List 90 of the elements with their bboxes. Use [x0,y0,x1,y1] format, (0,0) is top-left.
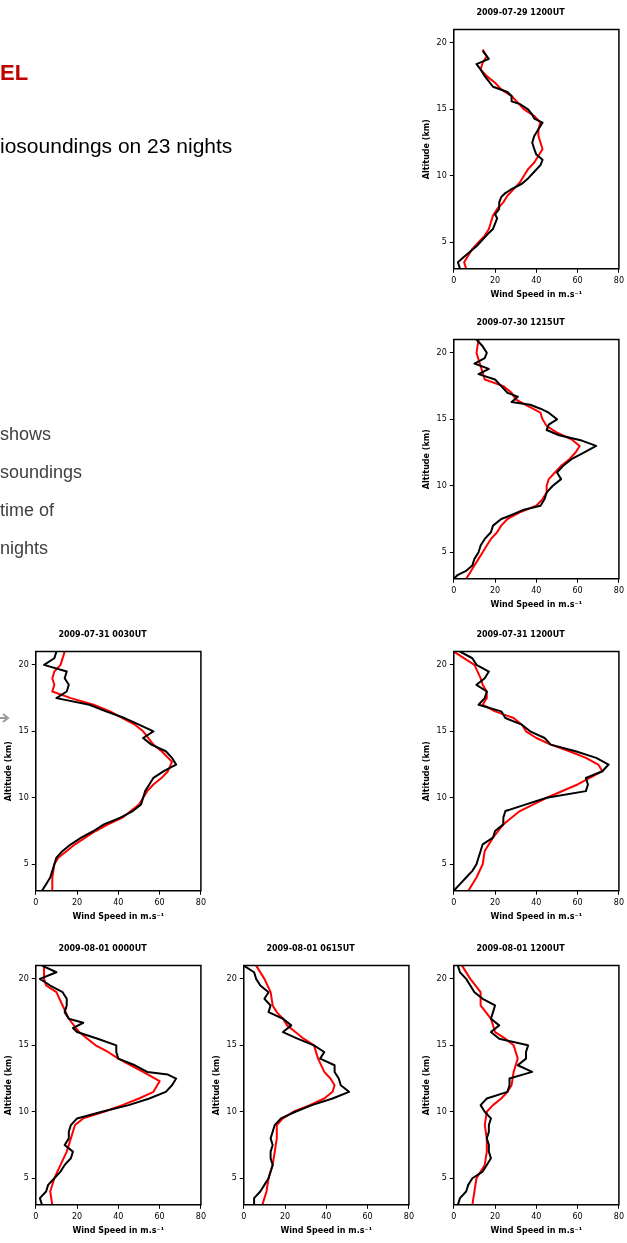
x-tick-label: 20 [279,1211,291,1221]
x-tick-label: 20 [489,585,501,595]
y-tick-label: 5 [23,1173,29,1183]
x-axis-title: Wind Speed in m.s⁻¹ [72,1226,165,1236]
y-axis-title: Altitude (km) [3,1055,13,1116]
text: shows [0,424,52,445]
y-tick-label: 10 [226,1106,237,1116]
y-tick-label: 15 [226,1040,237,1050]
y-tick-label: 20 [18,973,29,983]
text: iosoundings on 23 nights [0,134,233,158]
y-axis-title: Altitude (km) [211,1055,221,1116]
chart-title: 2009-07-31 0030UT [58,629,148,639]
x-tick-label: 60 [572,897,583,907]
text: nights [0,538,49,559]
chart-title: 2009-08-01 0000UT [58,943,148,953]
x-tick-label: 40 [531,585,542,595]
x-tick-label: 40 [321,1211,332,1221]
y-tick-label: 20 [436,659,447,669]
x-tick-label: 60 [362,1211,373,1221]
y-tick-label: 5 [441,547,447,557]
x-tick-label: 60 [572,275,583,285]
x-tick-label: 20 [489,1211,501,1221]
x-tick-label: 40 [531,1211,542,1221]
y-tick-label: 20 [226,973,237,983]
x-tick-label: 80 [613,1211,624,1221]
x-tick-label: 0 [451,585,457,595]
x-tick-label: 40 [531,275,542,285]
x-axis-title: Wind Speed in m.s⁻¹ [490,1226,583,1236]
y-tick-label: 5 [231,1173,237,1183]
x-tick-label: 20 [489,897,501,907]
text: soundings [0,462,83,483]
chart-title: 2009-07-31 1200UT [476,629,566,639]
y-tick-label: 10 [18,1106,29,1116]
y-tick-label: 15 [436,726,447,736]
x-tick-label: 0 [451,897,457,907]
x-tick-label: 80 [195,1211,206,1221]
y-tick-label: 10 [436,1106,447,1116]
y-tick-label: 5 [441,1173,447,1183]
y-tick-label: 20 [436,973,447,983]
x-tick-label: 0 [33,897,39,907]
text: EL [0,60,29,86]
y-axis-title: Altitude (km) [421,1055,431,1116]
chart-title: 2009-08-01 0615UT [266,943,356,953]
x-tick-label: 0 [451,275,457,285]
x-tick-label: 60 [154,897,165,907]
x-tick-label: 0 [241,1211,247,1221]
y-tick-label: 10 [18,792,29,802]
y-tick-label: 10 [436,480,447,490]
y-tick-label: 15 [18,1040,29,1050]
x-tick-label: 0 [451,1211,457,1221]
x-tick-label: 20 [71,1211,83,1221]
y-axis-title: Altitude (km) [421,119,431,180]
x-axis-title: Wind Speed in m.s⁻¹ [490,290,583,300]
x-tick-label: 80 [613,897,624,907]
y-tick-label: 5 [441,237,447,247]
x-tick-label: 20 [71,897,83,907]
y-tick-label: 15 [436,1040,447,1050]
chart-title: 2009-08-01 1200UT [476,943,566,953]
x-axis-title: Wind Speed in m.s⁻¹ [280,1226,373,1236]
y-tick-label: 15 [436,104,447,114]
chart-title: 2009-07-30 1215UT [476,317,566,327]
x-tick-label: 80 [403,1211,414,1221]
y-tick-label: 10 [436,792,447,802]
y-axis-title: Altitude (km) [421,741,431,802]
y-axis-title: Altitude (km) [421,429,431,490]
x-tick-label: 60 [572,1211,583,1221]
y-tick-label: 20 [18,659,29,669]
x-tick-label: 60 [154,1211,165,1221]
x-axis-title: Wind Speed in m.s⁻¹ [72,912,165,922]
x-axis-title: Wind Speed in m.s⁻¹ [490,600,583,610]
x-tick-label: 20 [489,275,501,285]
y-tick-label: 20 [436,37,447,47]
y-tick-label: 15 [436,414,447,424]
x-tick-label: 80 [195,897,206,907]
x-tick-label: 80 [613,275,624,285]
x-tick-label: 40 [113,1211,124,1221]
y-tick-label: 5 [23,859,29,869]
text: time of [0,500,55,521]
y-axis-title: Altitude (km) [3,741,13,802]
x-tick-label: 60 [572,585,583,595]
chart-title: 2009-07-29 1200UT [476,7,566,17]
y-tick-label: 15 [18,726,29,736]
y-tick-label: 10 [436,170,447,180]
x-tick-label: 40 [531,897,542,907]
y-tick-label: 5 [441,859,447,869]
x-tick-label: 0 [33,1211,39,1221]
x-axis-title: Wind Speed in m.s⁻¹ [490,912,583,922]
x-tick-label: 80 [613,585,624,595]
x-tick-label: 40 [113,897,124,907]
y-tick-label: 20 [436,347,447,357]
